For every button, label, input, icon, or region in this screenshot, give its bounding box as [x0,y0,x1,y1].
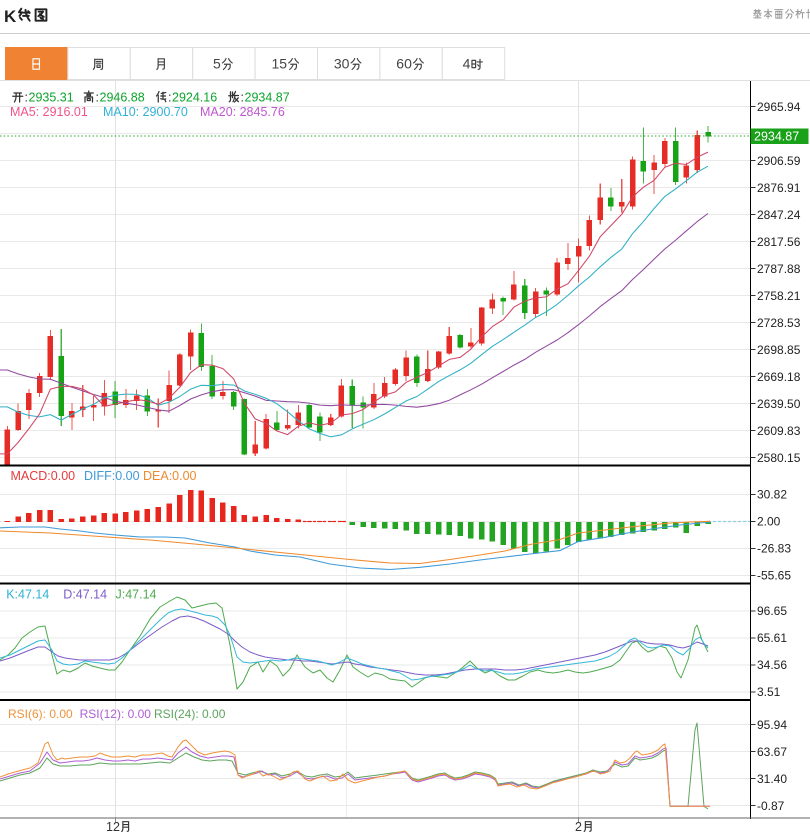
svg-text:RSI(24): 0.00: RSI(24): 0.00 [154,707,226,721]
svg-text:2876.91: 2876.91 [757,181,801,195]
svg-text:2935.31: 2935.31 [29,90,74,104]
svg-text:2758.21: 2758.21 [757,289,801,303]
svg-text:30.82: 30.82 [757,488,787,502]
svg-text:2817.56: 2817.56 [757,235,801,249]
svg-text:2906.59: 2906.59 [757,154,801,168]
svg-text:3.51: 3.51 [757,685,781,699]
svg-text:31.40: 31.40 [757,772,787,786]
svg-text:12: 12 [106,820,120,834]
svg-text:5: 5 [213,56,221,72]
svg-text:2728.53: 2728.53 [757,316,801,330]
svg-text:2: 2 [575,820,582,834]
svg-text:RSI(12): 0.00: RSI(12): 0.00 [80,707,152,721]
svg-text:2965.94: 2965.94 [757,100,801,114]
svg-text:34.56: 34.56 [757,658,787,672]
svg-text:2934.87: 2934.87 [754,129,799,143]
svg-text::: : [241,90,244,104]
svg-text:96.65: 96.65 [757,604,787,618]
svg-text:2580.15: 2580.15 [757,451,801,465]
svg-text:95.94: 95.94 [757,718,787,732]
svg-text::: : [96,90,99,104]
svg-text:2.00: 2.00 [757,515,781,529]
svg-text:2934.87: 2934.87 [245,90,290,104]
svg-text:DEA:0.00: DEA:0.00 [143,469,197,483]
svg-text:2698.85: 2698.85 [757,343,801,357]
svg-text:2669.18: 2669.18 [757,370,801,384]
svg-text:-26.83: -26.83 [757,542,791,556]
svg-text:K:47.14: K:47.14 [6,587,49,601]
svg-text:65.61: 65.61 [757,631,787,645]
svg-text::: : [25,90,28,104]
svg-text:30: 30 [334,56,350,72]
svg-text:2847.24: 2847.24 [757,208,801,222]
svg-text:J:47.14: J:47.14 [116,587,157,601]
svg-text:60: 60 [396,56,412,72]
svg-text:-55.65: -55.65 [757,569,791,583]
svg-text:4: 4 [463,56,471,72]
svg-text:MA5: 2916.01: MA5: 2916.01 [10,105,88,119]
svg-text:RSI(6): 0.00: RSI(6): 0.00 [8,707,73,721]
svg-text:D:47.14: D:47.14 [63,587,107,601]
svg-text:-0.87: -0.87 [757,799,785,813]
svg-text:MA10: 2900.70: MA10: 2900.70 [103,105,188,119]
svg-text::: : [168,90,171,104]
svg-text:2639.50: 2639.50 [757,397,801,411]
svg-text:2946.88: 2946.88 [100,90,145,104]
svg-text:DIFF:0.00: DIFF:0.00 [84,469,140,483]
svg-text:63.67: 63.67 [757,745,787,759]
svg-text:MA20: 2845.76: MA20: 2845.76 [200,105,285,119]
svg-text:MACD:0.00: MACD:0.00 [11,469,76,483]
svg-text:2609.83: 2609.83 [757,424,801,438]
svg-text:15: 15 [272,56,288,72]
svg-text:2924.16: 2924.16 [172,90,217,104]
svg-text:2787.88: 2787.88 [757,262,801,276]
svg-text:K: K [4,7,17,26]
